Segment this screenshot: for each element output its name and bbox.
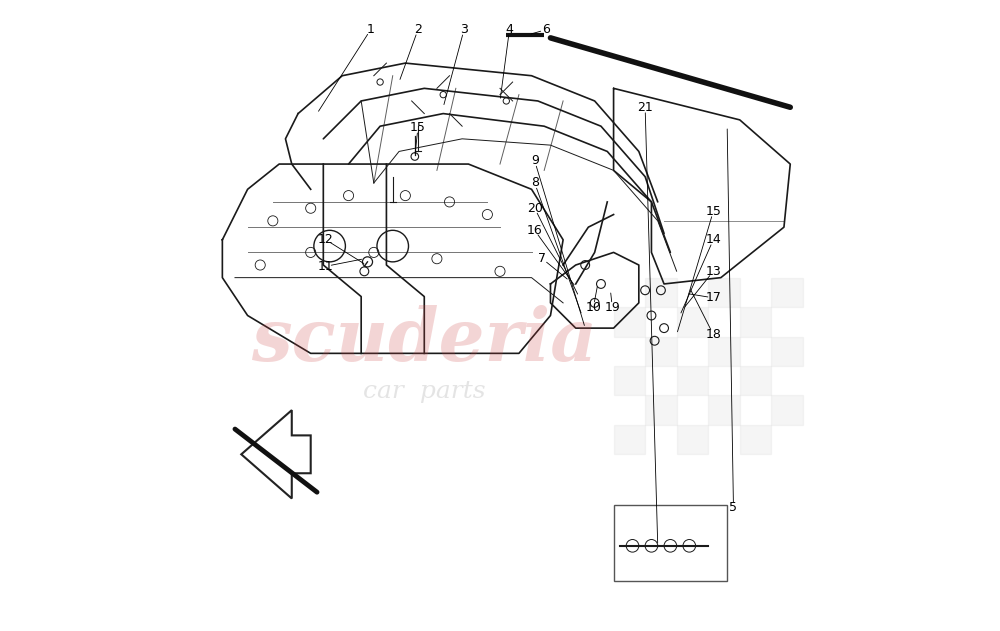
- Text: 20: 20: [527, 202, 543, 215]
- Text: 10: 10: [585, 301, 601, 314]
- Text: 16: 16: [527, 224, 543, 237]
- Text: 18: 18: [705, 328, 721, 341]
- Text: 15: 15: [705, 205, 721, 218]
- Bar: [677, 307, 708, 336]
- Text: 21: 21: [637, 101, 653, 114]
- Text: 17: 17: [705, 292, 721, 304]
- Bar: [708, 336, 740, 366]
- Bar: [614, 307, 645, 336]
- Text: 6: 6: [542, 23, 550, 36]
- Text: 5: 5: [729, 502, 737, 514]
- Bar: [614, 505, 727, 581]
- Bar: [645, 336, 677, 366]
- Bar: [740, 366, 771, 396]
- Text: 15: 15: [410, 121, 426, 134]
- Text: car  parts: car parts: [363, 380, 486, 403]
- Bar: [708, 278, 740, 307]
- Text: 8: 8: [531, 177, 539, 189]
- Bar: [677, 425, 708, 454]
- Text: scuderia: scuderia: [251, 305, 597, 376]
- Bar: [677, 366, 708, 396]
- Text: 14: 14: [705, 233, 721, 246]
- Text: 2: 2: [414, 23, 422, 36]
- Bar: [614, 366, 645, 396]
- Text: 13: 13: [705, 265, 721, 278]
- Bar: [645, 278, 677, 307]
- Text: 7: 7: [538, 252, 546, 265]
- Text: 19: 19: [604, 301, 620, 314]
- Bar: [771, 336, 803, 366]
- Text: 9: 9: [531, 155, 539, 167]
- Bar: [771, 396, 803, 425]
- Text: 11: 11: [318, 260, 334, 273]
- Bar: [740, 307, 771, 336]
- Text: 4: 4: [506, 23, 513, 36]
- Bar: [740, 425, 771, 454]
- Text: 1: 1: [367, 23, 375, 36]
- Bar: [708, 396, 740, 425]
- Bar: [771, 278, 803, 307]
- Text: 3: 3: [460, 23, 468, 36]
- Text: 12: 12: [318, 233, 334, 246]
- Bar: [614, 425, 645, 454]
- Bar: [645, 396, 677, 425]
